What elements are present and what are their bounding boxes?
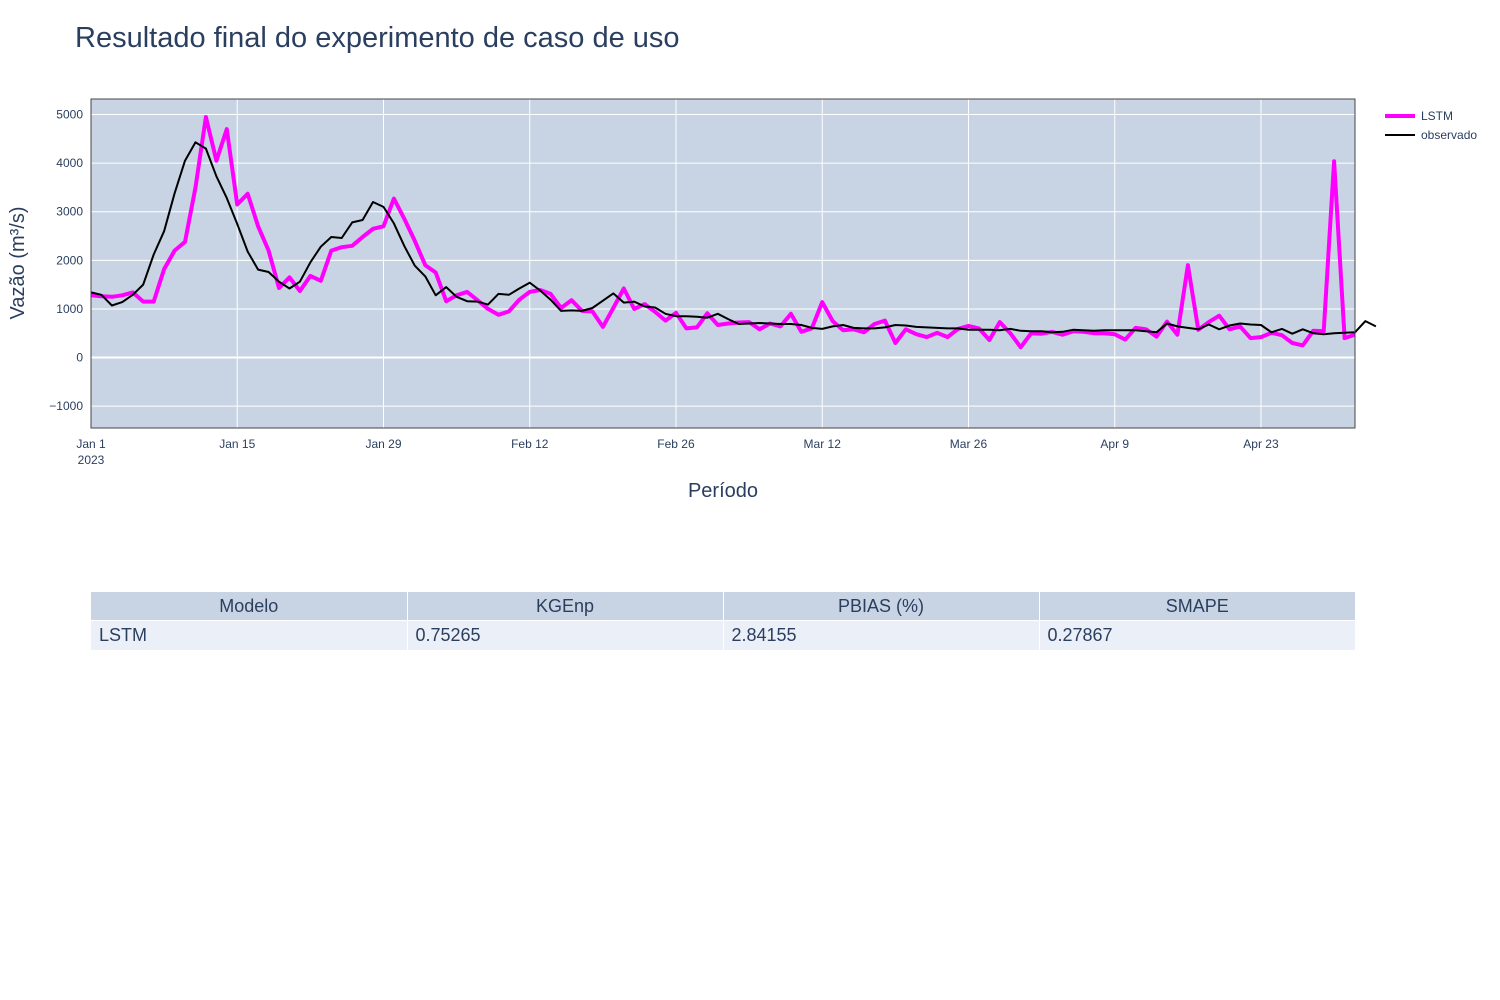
legend-label-observado: observado xyxy=(1421,127,1478,142)
header-pbias: PBIAS (%) xyxy=(723,592,1040,621)
y-tick-label: 2000 xyxy=(56,253,83,267)
plot-background xyxy=(91,99,1355,428)
legend-item-lstm[interactable]: LSTM xyxy=(1385,106,1477,125)
header-smape: SMAPE xyxy=(1039,592,1355,621)
x-axis-title: Período xyxy=(688,480,758,502)
chart-title: Resultado final do experimento de caso d… xyxy=(75,22,680,54)
table-row: LSTM 0.75265 2.84155 0.27867 xyxy=(91,620,1355,650)
legend[interactable]: LSTM observado xyxy=(1385,106,1477,144)
y-tick-label: 4000 xyxy=(56,156,83,170)
header-modelo: Modelo xyxy=(91,592,408,621)
x-tick-label: Mar 26 xyxy=(950,437,988,451)
cell-kgenp: 0.75265 xyxy=(407,620,724,650)
x-tick-label: Jan 1 xyxy=(76,437,106,451)
y-tick-label: 0 xyxy=(76,351,83,365)
y-axis-title: Vazão (m³/s) xyxy=(7,207,29,320)
series-line-observado[interactable] xyxy=(90,141,1377,336)
metrics-table: Modelo KGEnp PBIAS (%) SMAPE LSTM 0.7526… xyxy=(91,592,1355,650)
y-tick-label: 3000 xyxy=(56,205,83,219)
x-tick-label: Feb 12 xyxy=(511,437,549,451)
plot-border xyxy=(90,98,1356,429)
cell-pbias: 2.84155 xyxy=(723,620,1040,650)
grid-lines xyxy=(90,99,1355,428)
x-axis: Jan 1 2023 Jan 15 Jan 29 Feb 12 Feb 26 Mar 12 M… xyxy=(76,437,1279,467)
table-header-row: Modelo KGEnp PBIAS (%) SMAPE xyxy=(91,592,1355,621)
series-layer xyxy=(90,115,1377,350)
legend-item-observado[interactable]: observado xyxy=(1385,125,1477,144)
legend-swatch-lstm xyxy=(1385,113,1415,118)
cell-smape: 0.27867 xyxy=(1039,620,1355,650)
header-kgenp: KGEnp xyxy=(407,592,724,621)
y-tick-label: −1000 xyxy=(49,399,83,413)
cell-modelo: LSTM xyxy=(91,620,408,650)
x-tick-label: Feb 26 xyxy=(657,437,695,451)
x-tick-label: Apr 9 xyxy=(1100,437,1129,451)
x-tick-year-label: 2023 xyxy=(78,453,105,467)
x-tick-label: Jan 29 xyxy=(365,437,401,451)
legend-swatch-observado xyxy=(1385,133,1415,136)
legend-label-lstm: LSTM xyxy=(1421,108,1454,123)
y-tick-label: 5000 xyxy=(56,108,83,122)
y-tick-label: 1000 xyxy=(56,302,83,316)
series-line-lstm[interactable] xyxy=(90,115,1356,350)
x-tick-label: Apr 23 xyxy=(1243,437,1279,451)
x-tick-label: Mar 12 xyxy=(804,437,842,451)
y-axis: −1000 0 1000 2000 3000 4000 5000 xyxy=(49,108,83,414)
x-tick-label: Jan 15 xyxy=(219,437,255,451)
